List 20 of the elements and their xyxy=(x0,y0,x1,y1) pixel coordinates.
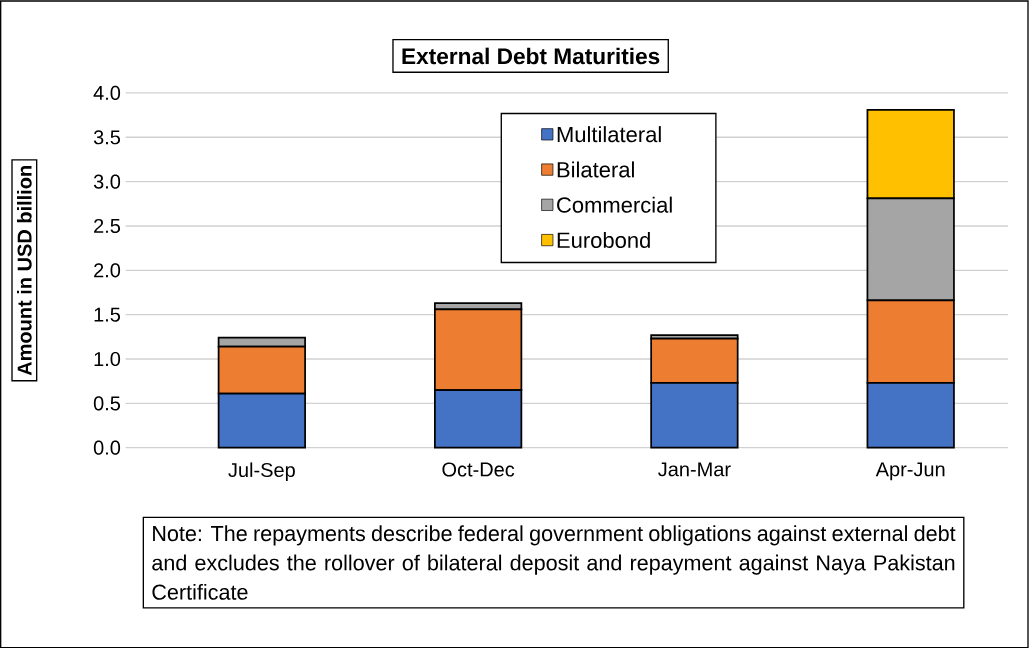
y-tick-label: 2.5 xyxy=(94,218,121,233)
x-tick-label: Jan-Mar xyxy=(658,462,731,477)
x-tick-label: Oct-Dec xyxy=(442,462,515,477)
y-tick-label: 0.0 xyxy=(93,440,121,455)
y-tick-label: 1.5 xyxy=(94,307,121,322)
y-tick-label: 2.0 xyxy=(94,263,121,278)
y-tick-label: 1.0 xyxy=(94,351,121,366)
chart-title: External Debt Maturities xyxy=(402,47,660,65)
y-tick-label: 3.5 xyxy=(93,130,121,145)
y-tick-label: 3.0 xyxy=(93,174,121,189)
y-tick-label: 4.0 xyxy=(93,85,121,100)
legend-label: Multilateral xyxy=(557,126,661,143)
y-tick-label: 0.5 xyxy=(93,396,121,411)
legend-label: Eurobond xyxy=(557,231,650,248)
text: Note: The repayments describe federal government obligations against external debt and excludes the rollover of bilateral deposit and repayment against Naya Pakistan Certificate xyxy=(152,525,956,600)
legend-label: Commercial xyxy=(557,196,672,213)
x-tick-label: Jul-Sep xyxy=(228,462,295,481)
legend-label: Bilateral xyxy=(557,161,634,178)
x-tick-label: Apr-Jun xyxy=(875,462,945,481)
y-axis-title: Amount in USD billion xyxy=(17,165,32,376)
